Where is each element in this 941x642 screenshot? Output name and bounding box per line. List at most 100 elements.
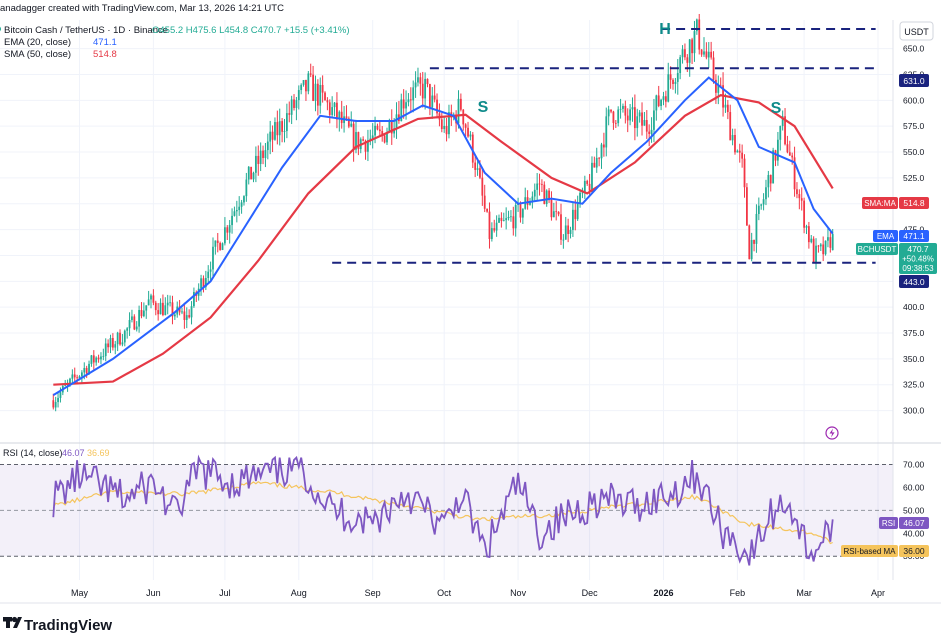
candle-body	[114, 344, 117, 348]
candle-body	[602, 144, 605, 148]
candle	[474, 155, 477, 178]
candle-body	[54, 402, 57, 408]
rsi-ma-badge-label: RSI-based MA	[843, 547, 896, 556]
candle	[827, 228, 829, 248]
candle-body	[734, 134, 736, 153]
candle-body	[69, 378, 71, 383]
candle-body	[135, 326, 138, 330]
symbol-status-dot	[0, 26, 1, 32]
candle	[321, 75, 324, 103]
candle-body	[309, 73, 312, 75]
candle	[278, 108, 281, 146]
candle	[157, 303, 160, 321]
candle	[307, 71, 310, 95]
level-443-value: 443.0	[903, 277, 925, 287]
candle	[386, 127, 388, 146]
candle	[250, 166, 253, 180]
level-631-value: 631.0	[903, 76, 925, 86]
rsi-line	[52, 454, 834, 566]
candle-body	[712, 57, 715, 80]
candle-body	[269, 131, 272, 142]
candle	[281, 117, 284, 143]
candle-body	[512, 216, 515, 229]
candle	[145, 305, 148, 319]
candle-body	[338, 111, 341, 120]
alert-bolt-icon[interactable]	[825, 426, 839, 440]
candle-body	[97, 357, 100, 360]
candle-body	[78, 376, 81, 379]
candle	[555, 201, 558, 221]
candle-body	[629, 109, 632, 121]
candle-body	[479, 168, 481, 178]
candle-body	[729, 112, 732, 141]
candle-body	[235, 210, 238, 212]
candle-body	[331, 107, 334, 115]
candle	[572, 202, 574, 237]
candle-body	[128, 319, 131, 329]
candle	[114, 340, 117, 355]
candle	[371, 123, 374, 149]
candle	[810, 235, 813, 244]
currency-button[interactable]	[899, 21, 934, 41]
candle	[631, 97, 634, 122]
candle	[169, 295, 171, 307]
rsi-tick-label: 50.00	[903, 505, 925, 515]
candle	[154, 300, 157, 316]
candle	[507, 210, 510, 221]
candle-body	[417, 77, 419, 83]
candle-body	[80, 372, 83, 377]
candle-body	[85, 367, 88, 374]
candle-body	[743, 158, 746, 188]
candle	[231, 208, 233, 234]
candle	[691, 37, 693, 64]
candle	[805, 224, 808, 235]
candle	[512, 206, 515, 236]
candle	[162, 294, 164, 317]
last-price-label: BCHUSDT	[858, 245, 897, 254]
candle	[738, 143, 741, 163]
candle	[700, 49, 703, 57]
candle-body	[793, 157, 796, 190]
candle-body	[314, 83, 317, 101]
candle-body	[817, 245, 820, 247]
candle	[128, 312, 131, 336]
candle-body	[109, 338, 112, 348]
candle	[109, 334, 112, 354]
candle	[252, 171, 255, 183]
tradingview-logo-icon	[3, 616, 22, 628]
candle	[257, 145, 260, 176]
last-price-label-badge	[856, 243, 898, 255]
candle-body	[545, 190, 548, 205]
sma-legend-label: SMA (50, close)	[4, 49, 71, 60]
candle-body	[819, 244, 822, 247]
candle	[57, 392, 59, 408]
candle	[305, 79, 307, 101]
candle-body	[381, 131, 384, 136]
candle-body	[486, 208, 488, 212]
rsi-tick-label: 60.00	[903, 482, 925, 492]
candle-body	[409, 99, 412, 101]
candle-body	[502, 220, 505, 221]
candle-body	[731, 134, 734, 141]
candle	[240, 199, 243, 214]
candle	[190, 301, 193, 325]
candle-body	[726, 104, 729, 113]
candle	[467, 121, 469, 138]
candle	[328, 99, 331, 124]
candle-body	[514, 204, 517, 229]
candle	[736, 149, 739, 153]
candle-body	[738, 150, 741, 153]
candle	[681, 45, 684, 64]
candle-body	[336, 102, 338, 120]
candle	[433, 84, 436, 103]
candle	[448, 104, 450, 139]
candle-body	[648, 131, 651, 134]
candle	[123, 329, 126, 347]
candle	[600, 142, 603, 169]
candle-body	[421, 83, 424, 99]
candle-body	[214, 240, 217, 247]
candle-body	[605, 116, 608, 148]
candle-body	[104, 343, 107, 357]
candle-body	[424, 78, 427, 99]
